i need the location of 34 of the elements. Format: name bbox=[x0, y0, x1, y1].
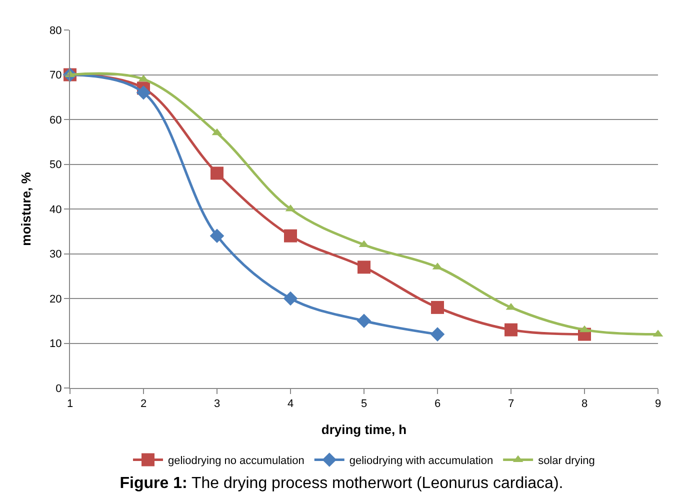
x-tick-label: 6 bbox=[434, 398, 441, 410]
point bbox=[136, 86, 151, 100]
y-tick-label: 40 bbox=[50, 204, 62, 216]
x-tick-label: 3 bbox=[214, 398, 220, 410]
x-tick-label: 7 bbox=[508, 398, 514, 410]
y-tick-label: 20 bbox=[50, 293, 62, 306]
y-tick-label: 60 bbox=[50, 114, 62, 126]
y-tick-label: 70 bbox=[50, 70, 62, 82]
y-tick-label: 0 bbox=[56, 382, 62, 395]
point bbox=[283, 291, 298, 306]
legend-label: geliodrying with accumulation bbox=[349, 455, 494, 468]
y-tick-label: 50 bbox=[50, 159, 62, 172]
point bbox=[210, 166, 224, 180]
y-tick-label: 10 bbox=[50, 338, 62, 350]
point bbox=[358, 260, 370, 274]
x-axis-title: drying time, h bbox=[321, 422, 407, 437]
point bbox=[431, 300, 444, 314]
text: Figure 1: The drying process motherwort (Leonurus cardiaca). bbox=[120, 475, 564, 492]
x-tick-label: 8 bbox=[581, 398, 588, 410]
point bbox=[430, 327, 445, 342]
x-tick-label: 9 bbox=[654, 398, 662, 410]
x-tick-label: 4 bbox=[287, 398, 294, 410]
y-tick-label: 80 bbox=[50, 24, 62, 37]
y-axis-title: moisture, % bbox=[18, 172, 34, 246]
point bbox=[504, 323, 518, 336]
x-tick-label: 2 bbox=[140, 398, 147, 410]
point bbox=[284, 229, 297, 242]
point bbox=[356, 314, 372, 328]
legend-label: solar drying bbox=[538, 455, 595, 468]
x-tick-label: 1 bbox=[66, 398, 74, 410]
x-tick-label: 5 bbox=[360, 398, 368, 410]
point bbox=[210, 228, 224, 243]
y-tick-label: 30 bbox=[50, 248, 62, 261]
legend-label: geliodrying no accumulation bbox=[168, 455, 304, 468]
